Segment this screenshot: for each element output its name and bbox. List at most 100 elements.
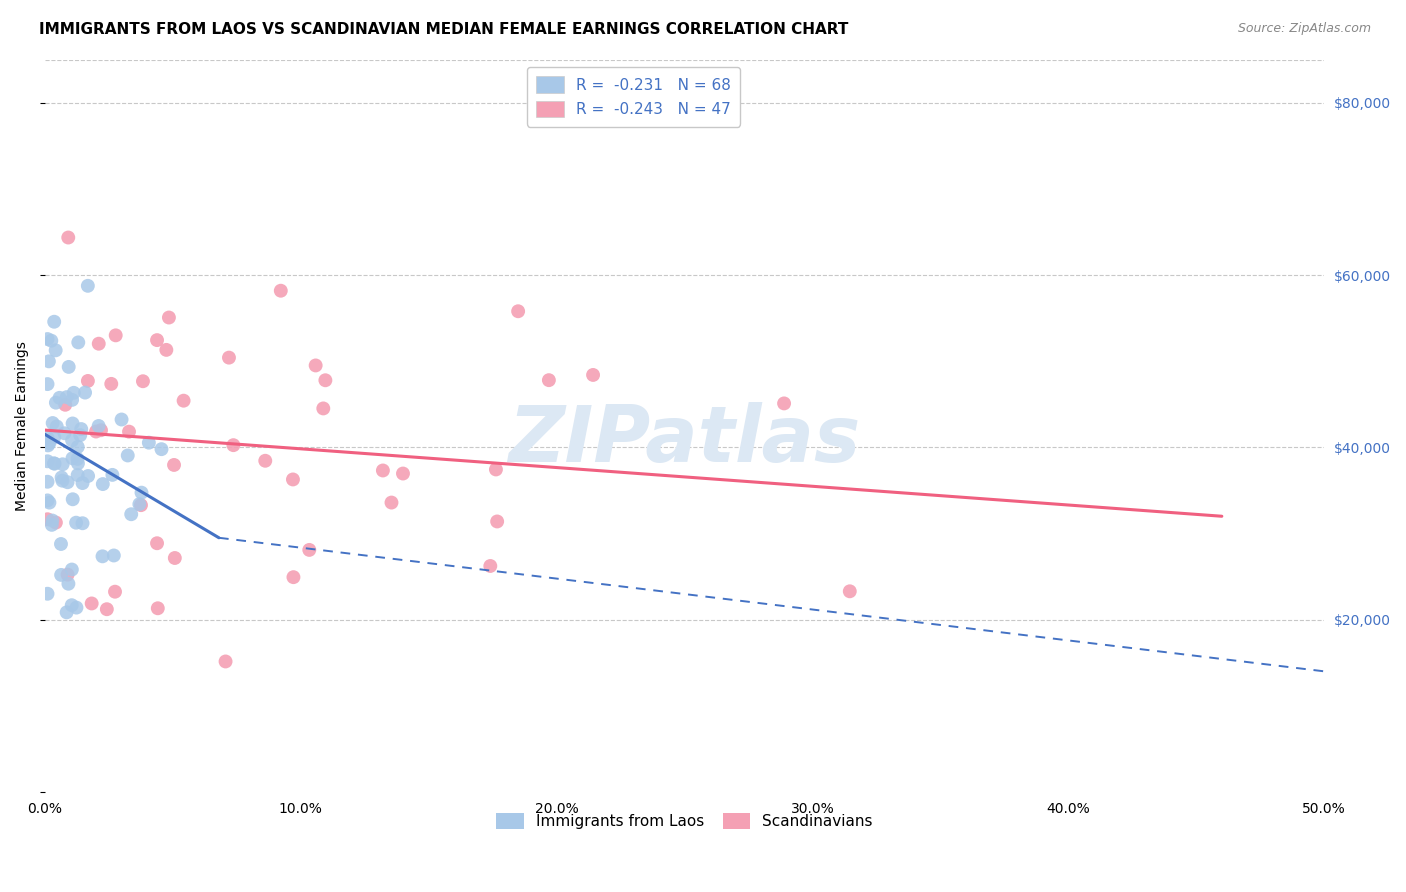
Point bbox=[138, 435, 160, 450]
Point bbox=[58, 359, 80, 374]
Point bbox=[66, 440, 89, 454]
Point bbox=[91, 477, 114, 491]
Point bbox=[128, 497, 150, 511]
Point bbox=[163, 458, 186, 472]
Point bbox=[37, 438, 59, 452]
Point bbox=[392, 467, 415, 481]
Point bbox=[62, 492, 84, 507]
Point bbox=[37, 512, 59, 526]
Point bbox=[163, 551, 186, 566]
Point bbox=[62, 451, 84, 466]
Point bbox=[101, 467, 124, 482]
Point bbox=[37, 475, 59, 489]
Point bbox=[37, 377, 59, 392]
Text: Source: ZipAtlas.com: Source: ZipAtlas.com bbox=[1237, 22, 1371, 36]
Point bbox=[37, 493, 59, 508]
Point bbox=[44, 315, 66, 329]
Point bbox=[283, 570, 305, 584]
Point bbox=[39, 334, 62, 348]
Point bbox=[53, 398, 76, 412]
Point bbox=[77, 374, 100, 388]
Point bbox=[45, 516, 67, 530]
Point bbox=[90, 423, 112, 437]
Point bbox=[380, 495, 402, 509]
Point bbox=[87, 336, 110, 351]
Text: ZIPatlas: ZIPatlas bbox=[509, 402, 860, 478]
Point bbox=[56, 475, 79, 490]
Point bbox=[129, 498, 152, 512]
Point bbox=[72, 516, 94, 531]
Point bbox=[55, 605, 77, 619]
Point bbox=[49, 537, 72, 551]
Point bbox=[37, 431, 59, 445]
Point bbox=[84, 425, 107, 439]
Point bbox=[60, 562, 83, 576]
Point bbox=[120, 507, 142, 521]
Point bbox=[56, 567, 79, 582]
Point bbox=[44, 457, 66, 471]
Point bbox=[45, 395, 67, 409]
Point bbox=[65, 600, 87, 615]
Point bbox=[75, 385, 97, 400]
Point bbox=[146, 536, 169, 550]
Point bbox=[38, 436, 60, 450]
Point bbox=[37, 454, 59, 468]
Point bbox=[222, 438, 245, 452]
Point bbox=[62, 385, 84, 400]
Point bbox=[77, 469, 100, 483]
Point bbox=[537, 373, 560, 387]
Point bbox=[132, 374, 155, 388]
Point bbox=[52, 458, 75, 472]
Point bbox=[117, 449, 139, 463]
Point bbox=[44, 430, 66, 444]
Point bbox=[37, 332, 59, 346]
Point bbox=[72, 476, 94, 491]
Point bbox=[150, 442, 173, 457]
Point bbox=[38, 495, 60, 509]
Point bbox=[312, 401, 335, 416]
Point bbox=[55, 390, 77, 404]
Point bbox=[157, 310, 180, 325]
Point bbox=[70, 422, 93, 436]
Point bbox=[270, 284, 292, 298]
Point bbox=[155, 343, 177, 357]
Point bbox=[67, 335, 90, 350]
Point bbox=[51, 474, 73, 488]
Point bbox=[104, 328, 127, 343]
Point bbox=[80, 597, 103, 611]
Point bbox=[486, 515, 509, 529]
Point bbox=[838, 584, 860, 599]
Point bbox=[38, 354, 60, 368]
Point bbox=[53, 426, 76, 441]
Point bbox=[479, 559, 502, 574]
Point bbox=[49, 568, 72, 582]
Point bbox=[51, 470, 73, 484]
Point bbox=[58, 230, 80, 244]
Point bbox=[254, 454, 277, 468]
Point bbox=[508, 304, 530, 318]
Point bbox=[60, 434, 83, 448]
Point bbox=[87, 419, 110, 434]
Point bbox=[131, 485, 153, 500]
Point bbox=[42, 456, 65, 470]
Point bbox=[110, 412, 132, 426]
Point bbox=[58, 576, 80, 591]
Point bbox=[66, 451, 89, 466]
Point bbox=[281, 473, 304, 487]
Point bbox=[66, 468, 89, 483]
Point bbox=[314, 373, 336, 387]
Point bbox=[146, 601, 169, 615]
Text: IMMIGRANTS FROM LAOS VS SCANDINAVIAN MEDIAN FEMALE EARNINGS CORRELATION CHART: IMMIGRANTS FROM LAOS VS SCANDINAVIAN MED… bbox=[39, 22, 849, 37]
Legend: Immigrants from Laos, Scandinavians: Immigrants from Laos, Scandinavians bbox=[491, 806, 879, 836]
Point bbox=[485, 462, 508, 476]
Point bbox=[45, 343, 67, 358]
Point bbox=[41, 416, 63, 430]
Point bbox=[37, 587, 59, 601]
Point bbox=[41, 517, 63, 532]
Point bbox=[91, 549, 114, 564]
Point bbox=[65, 516, 87, 530]
Point bbox=[371, 463, 394, 477]
Point bbox=[69, 428, 91, 442]
Point bbox=[146, 333, 169, 347]
Point bbox=[773, 396, 796, 410]
